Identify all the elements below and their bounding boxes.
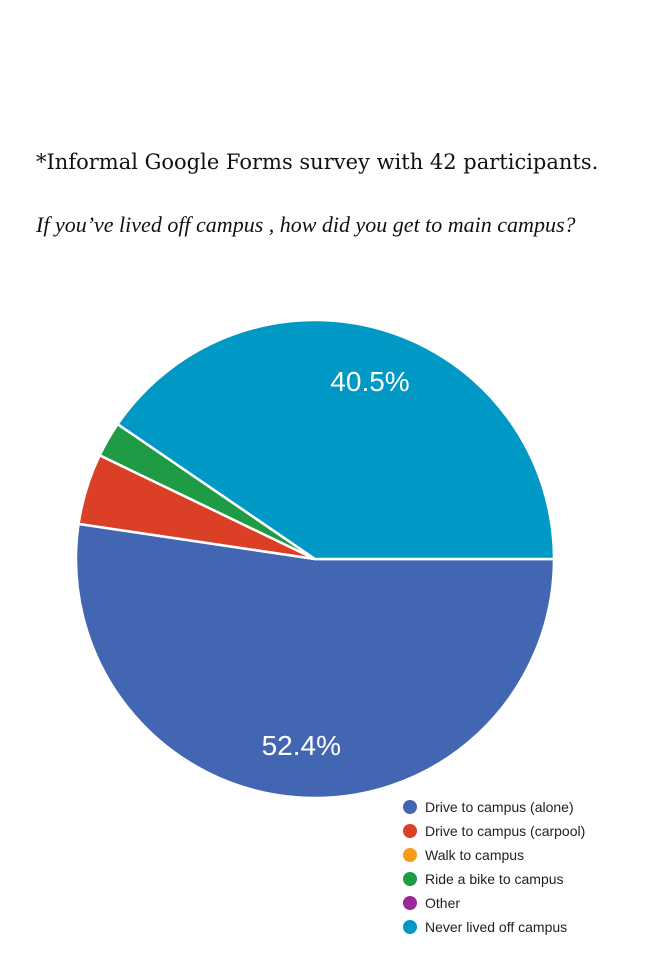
slice-data-label-drive-to-campus-alone: 52.4% <box>262 730 341 761</box>
legend-swatch <box>403 824 417 838</box>
slice-data-label-never-lived-off-campus: 40.5% <box>330 366 409 397</box>
legend-item-drive-to-campus-alone: Drive to campus (alone) <box>403 795 585 819</box>
chart-legend: Drive to campus (alone) Drive to campus (… <box>403 795 585 939</box>
legend-swatch <box>403 896 417 910</box>
legend-item-never-lived-off-campus: Never lived off campus <box>403 915 585 939</box>
legend-label: Drive to campus (alone) <box>425 799 574 815</box>
pie-slice-drive-to-campus-alone <box>74 522 556 800</box>
legend-label: Ride a bike to campus <box>425 871 564 887</box>
survey-question: If you’ve lived off campus , how did you… <box>36 212 576 237</box>
legend-swatch <box>403 848 417 862</box>
pie-slice-never-lived-off-campus <box>116 318 556 561</box>
legend-swatch <box>403 920 417 934</box>
legend-item-drive-to-campus-carpool: Drive to campus (carpool) <box>403 819 585 843</box>
legend-item-ride-a-bike-to-campus: Ride a bike to campus <box>403 867 585 891</box>
legend-item-other: Other <box>403 891 585 915</box>
legend-swatch <box>403 872 417 886</box>
legend-label: Never lived off campus <box>425 919 568 935</box>
survey-note: *Informal Google Forms survey with 42 pa… <box>36 150 599 174</box>
legend-swatch <box>403 800 417 814</box>
legend-label: Other <box>425 895 461 911</box>
legend-label: Drive to campus (carpool) <box>425 823 586 839</box>
legend-item-walk-to-campus: Walk to campus <box>403 843 585 867</box>
legend-label: Walk to campus <box>425 847 525 863</box>
